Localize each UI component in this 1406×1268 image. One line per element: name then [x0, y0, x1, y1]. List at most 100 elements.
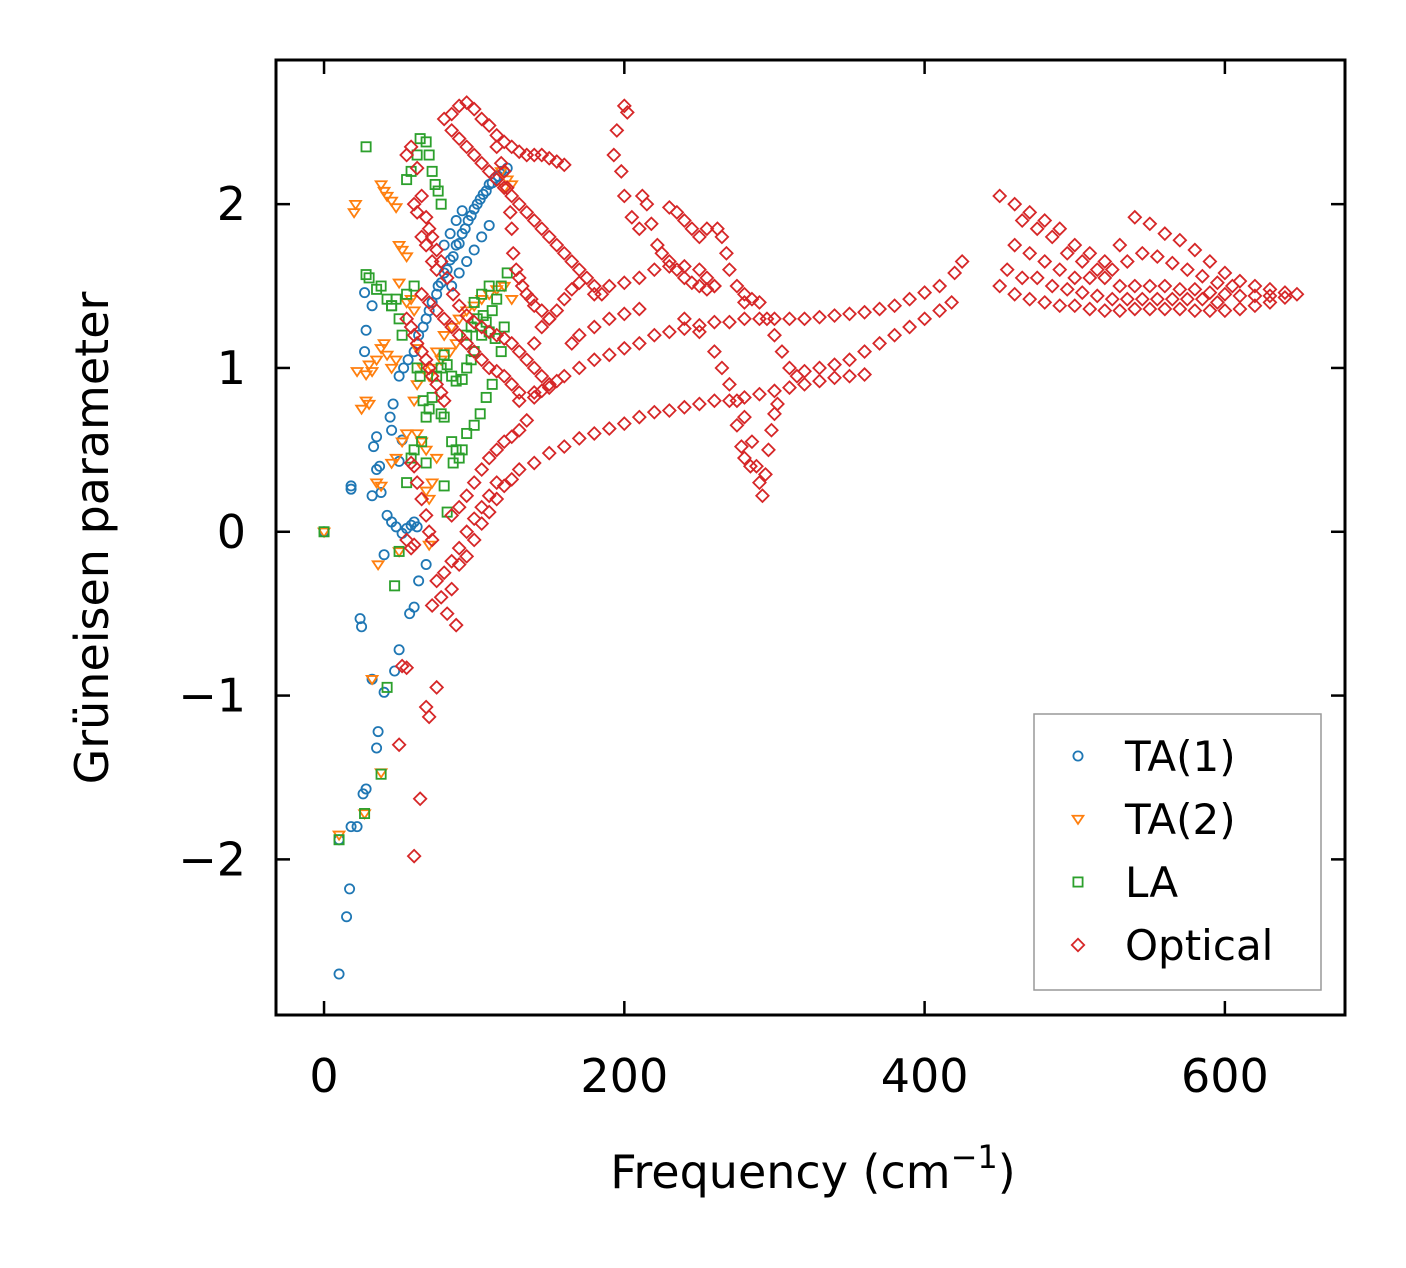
data-point [371, 742, 383, 754]
data-point [782, 380, 797, 396]
data-point [432, 185, 444, 197]
data-point [526, 385, 542, 401]
data-point [421, 294, 437, 310]
data-point [420, 457, 432, 469]
data-point [827, 370, 842, 386]
data-point [556, 157, 572, 173]
data-point [466, 147, 482, 163]
data-point [489, 491, 505, 507]
data-point [394, 658, 410, 674]
data-point [797, 311, 812, 327]
data-point [1022, 291, 1038, 307]
data-point [333, 834, 345, 846]
data-point [1142, 216, 1158, 232]
data-point [744, 291, 760, 307]
data-point [1142, 278, 1158, 294]
data-point [601, 347, 617, 363]
data-point [571, 327, 587, 343]
data-point [766, 406, 782, 422]
data-point [1142, 301, 1158, 317]
data-point [1014, 213, 1030, 229]
data-point [1044, 278, 1060, 294]
data-point [316, 527, 332, 539]
data-point [669, 204, 685, 220]
data-point [1134, 245, 1150, 261]
data-point [371, 560, 386, 572]
data-point [631, 301, 647, 317]
data-point [348, 200, 363, 211]
data-point [474, 499, 490, 515]
data-point [444, 228, 456, 240]
data-point [751, 475, 767, 491]
data-point [450, 215, 462, 227]
data-point [468, 296, 480, 308]
data-point [619, 104, 635, 120]
data-point [842, 306, 858, 322]
data-point [351, 821, 363, 833]
data-point [407, 306, 422, 318]
data-point [1052, 262, 1068, 278]
data-point [1134, 291, 1150, 307]
data-point [476, 231, 488, 243]
y-tick-label: −1 [178, 669, 246, 723]
data-point [676, 311, 692, 327]
data-point [349, 367, 365, 378]
data-point [341, 911, 353, 923]
data-point [601, 278, 617, 294]
data-point [398, 362, 410, 374]
data-point [375, 486, 387, 498]
data-point [1179, 291, 1195, 307]
data-point [511, 196, 527, 212]
data-point [549, 237, 565, 253]
legend-entry: TA(2) [1070, 795, 1236, 844]
data-point [676, 399, 692, 415]
legend-marker [1072, 750, 1084, 762]
data-point [1044, 229, 1060, 245]
data-point [631, 270, 647, 286]
data-point [1082, 245, 1098, 261]
data-point [1187, 242, 1203, 258]
data-point [438, 411, 450, 423]
data-point [406, 537, 422, 553]
data-point [571, 262, 587, 278]
data-point [714, 229, 730, 245]
data-point [496, 134, 512, 150]
data-point [1022, 204, 1038, 220]
data-point [1217, 286, 1233, 302]
data-point [1217, 265, 1233, 281]
data-point [714, 360, 730, 376]
data-point [944, 294, 960, 310]
data-point [669, 262, 685, 278]
data-point [857, 367, 873, 382]
data-point [676, 321, 692, 337]
data-point [1022, 245, 1038, 261]
legend-marker [1070, 937, 1086, 953]
data-point [1262, 294, 1278, 310]
data-point [421, 709, 437, 725]
data-point [456, 373, 468, 385]
data-point [420, 136, 432, 148]
data-point [468, 419, 480, 431]
data-point [481, 488, 497, 504]
data-point [691, 278, 707, 294]
data-point [1194, 291, 1210, 307]
data-point [405, 519, 417, 531]
data-point [774, 344, 790, 360]
x-tick-label: 600 [1181, 1049, 1269, 1103]
data-point [371, 464, 383, 476]
data-point [504, 376, 520, 392]
data-point [359, 808, 371, 820]
data-point [459, 524, 475, 540]
data-point [408, 444, 420, 456]
data-point [691, 229, 707, 245]
data-point [345, 483, 357, 495]
data-point [1029, 270, 1045, 286]
data-point [857, 344, 873, 360]
data-point [408, 280, 420, 292]
data-point [393, 313, 405, 325]
data-point [706, 314, 722, 330]
data-point [495, 346, 507, 358]
data-point [769, 396, 785, 412]
data-point [736, 294, 752, 310]
data-point [462, 215, 474, 227]
